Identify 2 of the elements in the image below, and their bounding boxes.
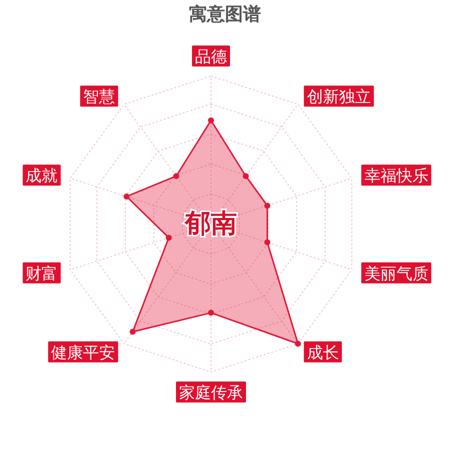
text: 郁南 bbox=[184, 209, 237, 239]
chart-title: 寓意图谱 bbox=[189, 4, 261, 24]
